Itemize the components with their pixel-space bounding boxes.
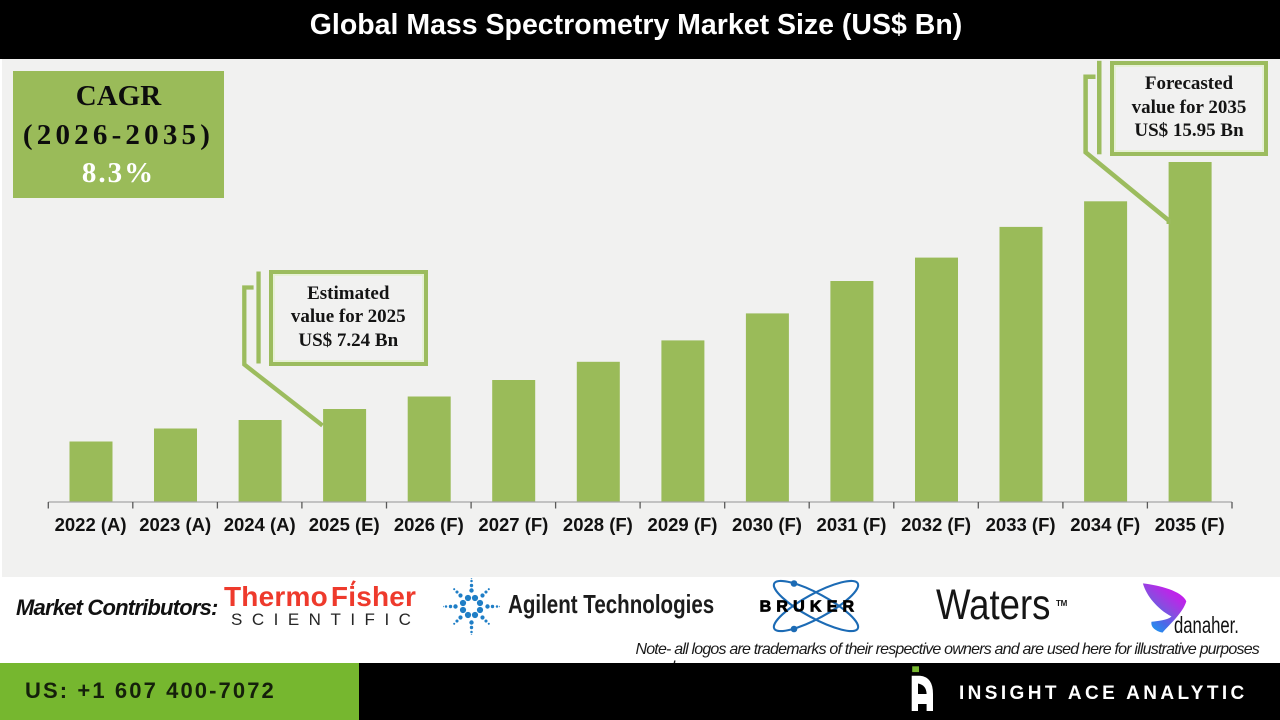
svg-text:BRUKER: BRUKER xyxy=(760,599,860,616)
